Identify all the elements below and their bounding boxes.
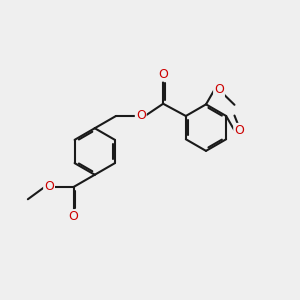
Text: O: O [69,210,79,223]
Text: O: O [214,83,224,97]
Text: O: O [136,109,146,122]
Text: O: O [44,181,54,194]
Text: O: O [234,124,244,137]
Text: O: O [158,68,168,81]
